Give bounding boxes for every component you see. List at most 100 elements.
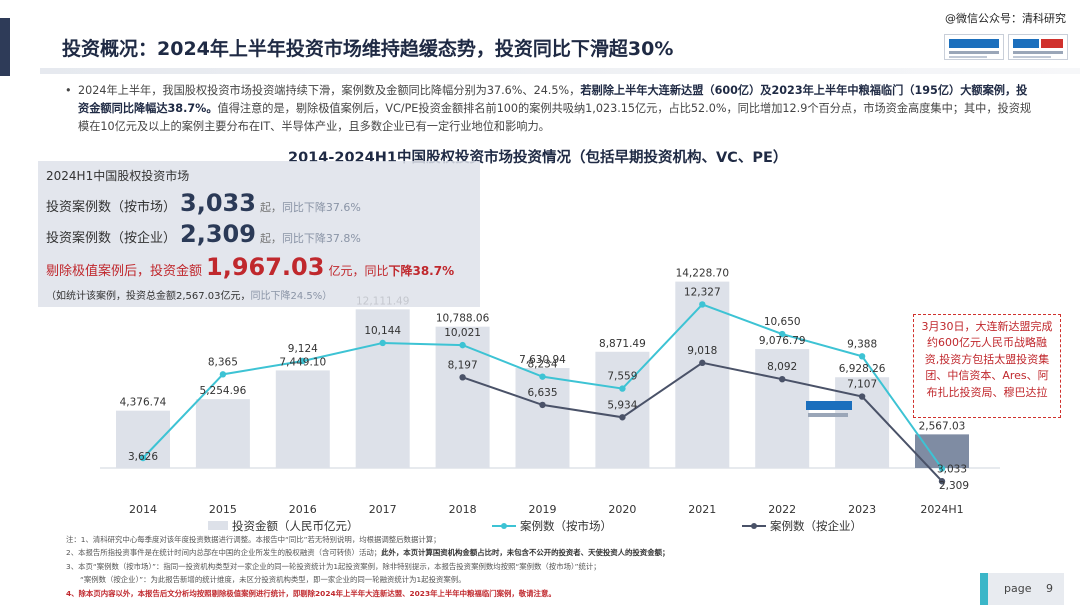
stats-amount-label: 剔除极值案例后，投资金额 bbox=[46, 264, 203, 279]
bar-2018 bbox=[435, 326, 490, 468]
market-cases-value-2024H1: 3,033 bbox=[937, 463, 967, 475]
page-label: page bbox=[1004, 582, 1032, 595]
footnote-2b: 此外，本页计算国资机构金额占比时，未包含不公开的投资者、天使投资人的投资金额； bbox=[381, 548, 670, 558]
stats-heading: 2024H1中国股权投资市场 bbox=[46, 169, 190, 183]
x-tick-2019: 2019 bbox=[529, 503, 557, 516]
chart-logo-mark bbox=[806, 401, 852, 410]
title-underline bbox=[40, 68, 1080, 74]
stats-row-company: 投资案例数（按企业） 2,309 起，同比下降37.8% bbox=[46, 220, 361, 248]
title-accent-bar bbox=[0, 18, 10, 76]
company-cases-point-5 bbox=[858, 393, 866, 400]
stats-row-market: 投资案例数（按市场） 3,033 起，同比下降37.6% bbox=[46, 189, 361, 217]
market-cases-value-2018: 10,021 bbox=[444, 327, 481, 339]
event-callout: 3月30日，大连新达盟完成约600亿元人民币战略融资,投资方包括太盟投资集团、中… bbox=[913, 314, 1061, 418]
summary-text-bold: 若剔除上半年大连新达盟（600亿）及2023年上半年中粮福临门（195亿）大额案… bbox=[78, 84, 1028, 115]
market-cases-point-1 bbox=[219, 371, 227, 378]
footnote-3b: “案例数（按企业）”：为此报告新增的统计维度，未区分投资机构类型，即一家企业的同… bbox=[80, 575, 466, 585]
page-indicator: page 9 bbox=[980, 573, 1064, 605]
market-cases-value-2022: 10,650 bbox=[764, 316, 801, 328]
market-cases-value-2016: 9,124 bbox=[288, 343, 318, 355]
watermark: @微信公众号：清科研究 bbox=[945, 12, 1066, 25]
stats-amount-value: 1,967.03 bbox=[206, 253, 325, 281]
market-cases-point-8 bbox=[779, 330, 786, 338]
stats-market-note: 同比下降37.6% bbox=[281, 201, 361, 214]
stats-market-value: 3,033 bbox=[180, 189, 256, 217]
company-cases-point-2 bbox=[619, 414, 626, 421]
bar-value-2024H1: 2,567.03 bbox=[919, 420, 966, 432]
logo-subline bbox=[949, 51, 999, 54]
company-cases-point-1 bbox=[539, 401, 546, 409]
bar-value-2021: 14,228.70 bbox=[676, 268, 729, 280]
bar-value-2020: 8,871.49 bbox=[599, 338, 646, 350]
market-cases-point-9 bbox=[858, 353, 866, 360]
x-tick-2018: 2018 bbox=[449, 503, 477, 516]
page-number: 9 bbox=[1046, 582, 1053, 595]
market-cases-point-7 bbox=[699, 301, 706, 308]
x-tick-2014: 2014 bbox=[129, 503, 157, 516]
x-tick-2021: 2021 bbox=[688, 503, 716, 516]
stats-company-note: 同比下降37.8% bbox=[281, 232, 361, 245]
stats-amount-note-a: 同比 bbox=[364, 264, 389, 278]
footnote-2: 2、本报告所指投资事件是在统计时间内总部在中国的企业所发生的股权融资（含可转债）… bbox=[66, 546, 936, 559]
logo-mark bbox=[949, 39, 999, 48]
bar-value-2019: 7,630.94 bbox=[519, 354, 566, 366]
x-tick-2022: 2022 bbox=[768, 503, 796, 516]
stats-company-label: 投资案例数（按企业） bbox=[46, 231, 177, 246]
market-cases-point-2 bbox=[299, 357, 306, 365]
market-cases-value-2017: 10,144 bbox=[364, 325, 401, 337]
x-tick-2024H1: 2024H1 bbox=[920, 503, 963, 516]
stats-market-unit: 起， bbox=[259, 201, 282, 214]
company-cases-value-2020: 5,934 bbox=[607, 399, 637, 411]
bar-2016 bbox=[275, 370, 330, 468]
legend-company-dot bbox=[751, 523, 757, 529]
summary-text-1: 2024年上半年，我国股权投资市场投资端持续下滑，案例数及金额同比降幅分别为37… bbox=[78, 84, 581, 97]
bar-2020 bbox=[595, 351, 650, 468]
market-cases-point-10 bbox=[938, 465, 946, 472]
bar-value-2015: 5,254.96 bbox=[200, 385, 247, 397]
market-cases-value-2021: 12,327 bbox=[684, 286, 721, 298]
company-cases-point-3 bbox=[699, 359, 706, 367]
logo-mark-red bbox=[1041, 39, 1063, 48]
logo-subline-small bbox=[1013, 56, 1051, 58]
bar-value-2018: 10,788.06 bbox=[436, 313, 490, 325]
company-cases-value-2021: 9,018 bbox=[687, 345, 717, 357]
bar-value-2016: 7,449.10 bbox=[279, 356, 326, 368]
bar-2015 bbox=[195, 399, 250, 468]
stats-total-a: （如统计该案例，投资总金额2,567.03亿元， bbox=[46, 291, 251, 302]
bar-2017 bbox=[355, 309, 410, 468]
bar-value-2014: 4,376.74 bbox=[120, 397, 167, 409]
research-center-logo bbox=[1008, 34, 1068, 60]
summary-text-2: 值得注意的是，剔除极值案例后，VC/PE投资金额排名前100的案例共吸纳1,02… bbox=[78, 102, 1032, 133]
logo-mark-blue bbox=[1013, 39, 1039, 48]
market-cases-value-2023: 9,388 bbox=[847, 338, 877, 350]
bullet-dot: • bbox=[65, 84, 72, 97]
company-cases-value-2018: 8,197 bbox=[448, 359, 478, 371]
bar-value-2022: 9,076.79 bbox=[759, 335, 806, 347]
summary-paragraph: • 2024年上半年，我国股权投资市场投资端持续下滑，案例数及金额同比降幅分别为… bbox=[65, 82, 1033, 136]
x-tick-2017: 2017 bbox=[369, 503, 397, 516]
x-tick-2023: 2023 bbox=[848, 503, 876, 516]
stats-panel: 2024H1中国股权投资市场 投资案例数（按市场） 3,033 起，同比下降37.6… bbox=[38, 161, 480, 307]
legend-company-label: 案例数（按企业） bbox=[770, 519, 862, 533]
market-cases-value-2014: 3,626 bbox=[128, 451, 158, 463]
company-cases-value-2022: 8,092 bbox=[767, 361, 797, 373]
bar-value-2023: 6,928.26 bbox=[839, 363, 886, 375]
zero2ipo-logo bbox=[944, 34, 1004, 60]
footnote-2a: 2、本报告所指投资事件是在统计时间内总部在中国的企业所发生的股权融资（含可转债）… bbox=[66, 548, 382, 558]
legend-bar-swatch bbox=[208, 521, 228, 530]
market-cases-point-6 bbox=[619, 385, 626, 392]
x-tick-2015: 2015 bbox=[209, 503, 237, 516]
market-cases-value-2015: 8,365 bbox=[208, 356, 238, 368]
stats-company-value: 2,309 bbox=[180, 220, 256, 248]
bar-2019 bbox=[515, 368, 570, 468]
stats-row-amount: 剔除极值案例后，投资金额 1,967.03 亿元，同比下降38.7% bbox=[46, 253, 454, 281]
footnotes: 注：1、清科研究中心每季度对该年度投资数据进行调整。本报告中“同比”若无特别说明… bbox=[66, 533, 936, 600]
logo-subline bbox=[1013, 51, 1063, 54]
bar-2022 bbox=[755, 349, 810, 468]
market-cases-value-2020: 7,559 bbox=[607, 371, 637, 383]
legend-market-label: 案例数（按市场） bbox=[520, 519, 612, 533]
page-title: 投资概况：2024年上半年投资市场维持趋缓态势，投资同比下滑超30% bbox=[62, 38, 674, 60]
stats-market-label: 投资案例数（按市场） bbox=[46, 200, 177, 215]
stats-total-b: 同比下降24.5%） bbox=[250, 291, 333, 302]
